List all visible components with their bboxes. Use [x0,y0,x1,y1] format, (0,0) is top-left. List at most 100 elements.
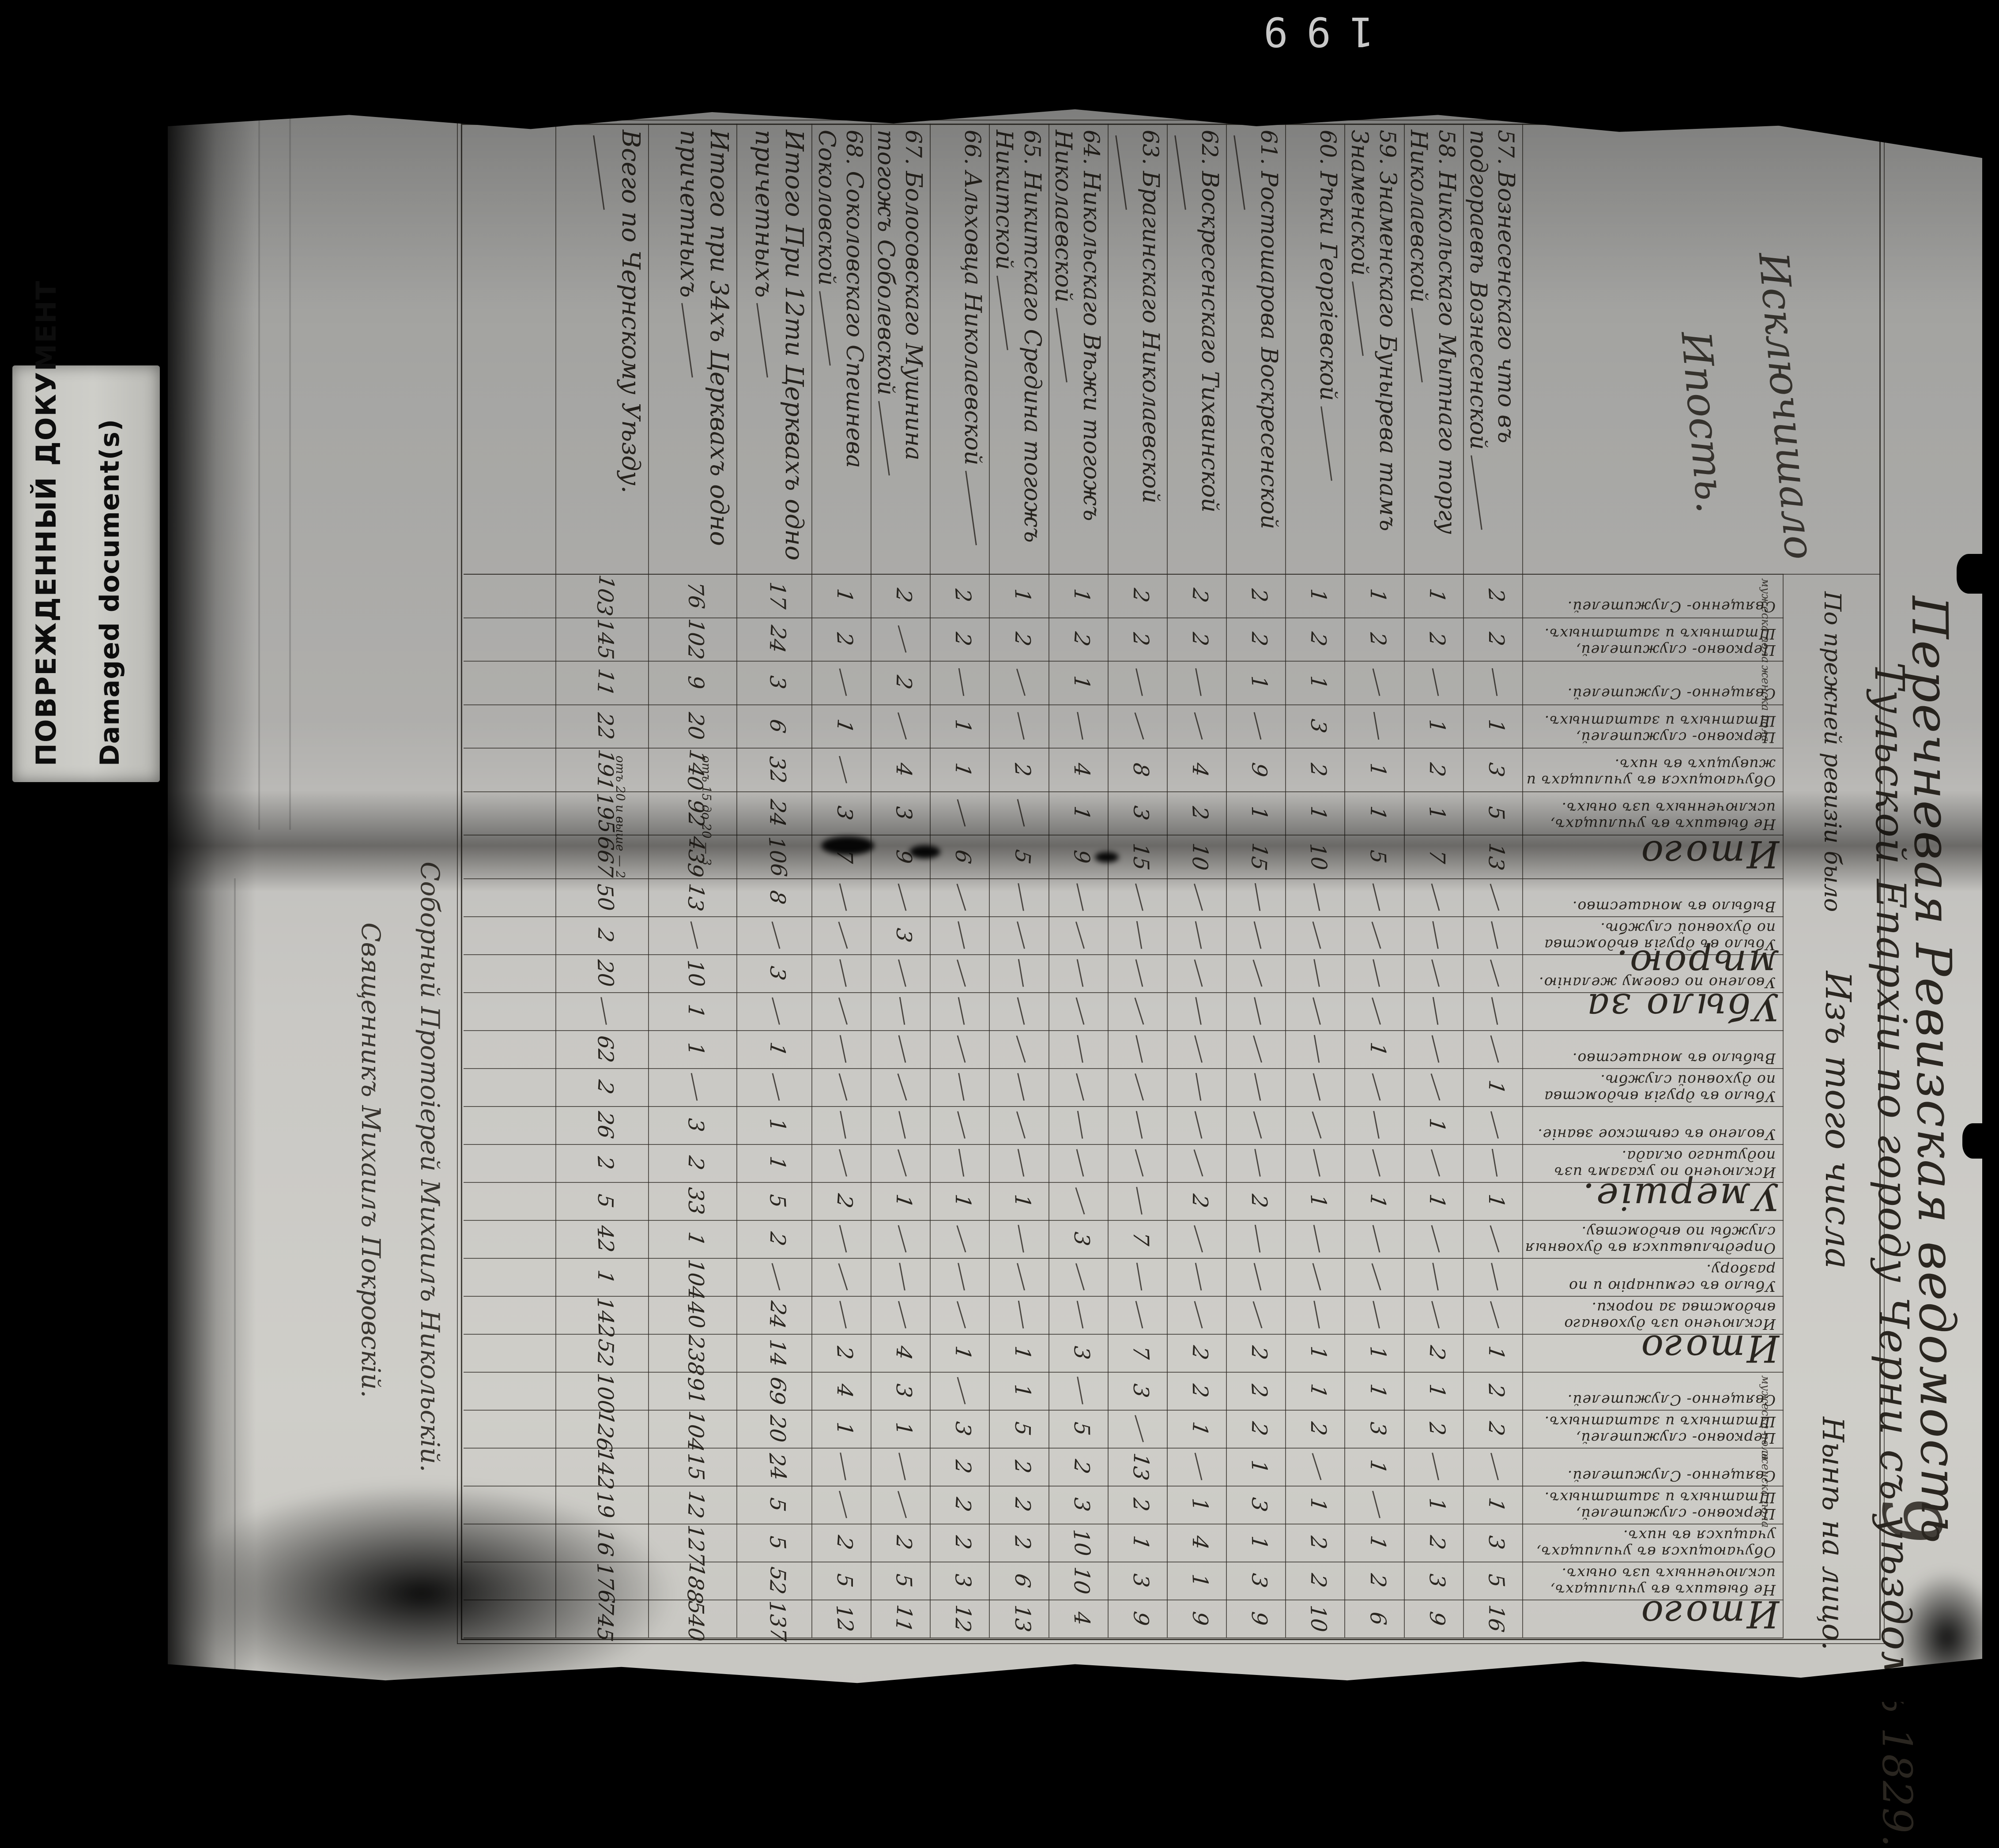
cell-value: 5 [765,1193,790,1208]
dash-mark [1194,1301,1203,1329]
cell-value [1306,993,1331,1030]
cell-value: 137 [764,1600,791,1642]
cell-value [1186,1145,1214,1181]
dash-mark [1431,1035,1440,1063]
cell-value: 13 [1010,1604,1035,1633]
cell-value [1245,955,1273,991]
cell-value: 5 [765,1535,790,1550]
dash-mark [1193,1149,1203,1177]
column-rule [464,1106,1784,1107]
dash-mark [1076,1035,1083,1063]
cell-value [1010,1258,1035,1296]
cell-value [1424,1296,1449,1334]
dash-mark [1077,1110,1083,1139]
cell-value [1483,1297,1509,1333]
dash-mark [1431,1453,1439,1480]
cell-value [1009,1031,1036,1067]
dash-mark [1430,1149,1440,1177]
cell-value: 104 [683,1258,708,1301]
cell-value: 9 [1128,1609,1154,1628]
cell-value [1305,954,1332,993]
dash-mark [898,1453,906,1480]
cell-value [1365,1486,1390,1524]
dash-mark [957,1377,966,1404]
dash-mark [1490,1035,1499,1063]
dash-mark [1312,1263,1321,1291]
dash-mark [1313,1301,1320,1329]
cell-value: 20 [592,959,619,988]
cell-value: 126 [591,1409,619,1454]
cell-value: 91 [683,1377,709,1405]
dash-mark [839,1149,848,1177]
cell-value: 2 [832,1533,857,1552]
cell-value: 2 [1246,1383,1272,1398]
ink-blot [909,845,940,858]
cell-value [1010,992,1035,1030]
cell-value [832,1486,857,1524]
dash-mark [957,1035,966,1063]
dash-mark [958,921,966,949]
cell-value: 52 [765,1565,790,1596]
ink-blot [821,836,874,855]
cell-value [1069,1069,1094,1106]
dash-mark [958,1073,965,1101]
column-rule [464,1410,1784,1411]
cell-value: 2 [592,1155,619,1171]
cell-value [832,1030,858,1069]
cell-value: 2 [1187,1344,1213,1362]
dash-mark [839,1035,847,1063]
cell-value: 1 [592,1268,618,1286]
dash-mark [1431,959,1440,987]
dash-mark [840,1453,846,1480]
dash-mark [1490,960,1499,987]
cell-value: 2 [1128,1497,1154,1513]
cell-value: 14 [765,1338,790,1367]
cell-value: 540 [683,1600,708,1643]
cell-value: 4 [891,1344,917,1362]
cell-value: 3 [765,964,790,982]
dash-mark [899,997,905,1025]
cell-value [1128,1030,1153,1069]
cell-value: 1 [1424,1117,1449,1133]
cell-value [890,1145,917,1182]
dash-mark [1252,1301,1263,1329]
dash-mark [898,959,907,987]
column-header-right-4: Убыло за мѣрою. [1585,942,1779,1028]
cell-value: 26 [593,1110,618,1140]
dash-mark [690,921,698,949]
dash-mark [772,997,780,1025]
dash-mark [771,1263,781,1291]
cell-value [832,1296,857,1334]
cell-value: 2 [592,1078,618,1096]
cell-value: 62 [592,1035,618,1064]
cell-value [1187,1067,1214,1107]
header-sub-label: мужеска пола [1759,1375,1772,1460]
paper-crease [289,84,291,830]
dash-mark [1194,1453,1203,1480]
cell-value [1010,917,1035,954]
damaged-label-russian: ПОВРЕЖДЕННЫЙ ДОКУМЕНТ [30,280,62,766]
dash-mark [1372,959,1380,987]
cell-value: 2 [1483,1420,1509,1438]
cell-value [1364,1259,1392,1295]
bottom-right-corner-shadow [1894,1571,1999,1704]
column-header-right-10: Опредѣлившихся въ духовныя службы по вѣд… [1524,1223,1776,1256]
cell-value [1128,1296,1153,1334]
cell-value [1187,955,1213,992]
cell-value [1247,992,1272,1031]
dash-mark [690,1073,698,1101]
cell-value: 5 [1069,1421,1094,1437]
dash-mark [1313,1073,1321,1101]
cell-value [831,1447,858,1487]
cell-value [1188,1448,1212,1486]
column-header-right-18: Обучающихся въ училищахъ, учащихся въ ни… [1536,1527,1776,1560]
group-header-iz-togo-chisla: Изъ того числа [1818,971,1859,1269]
cell-value [1365,1069,1391,1106]
dash-mark [1194,959,1203,987]
dash-mark [958,997,965,1025]
cell-value: 3 [1069,1496,1094,1513]
cell-value: 142 [593,1448,618,1491]
cell-value [950,1031,976,1068]
cell-value [1424,955,1449,992]
cell-value [1009,953,1036,993]
